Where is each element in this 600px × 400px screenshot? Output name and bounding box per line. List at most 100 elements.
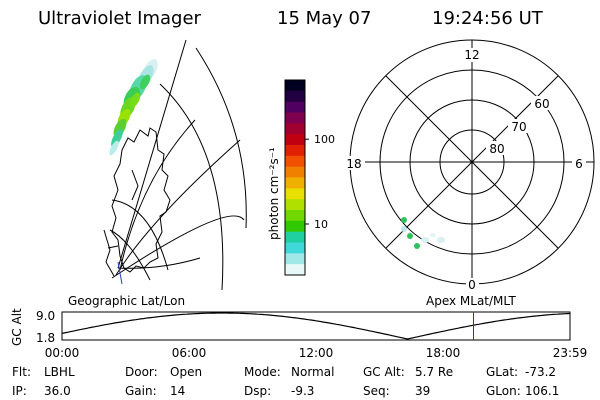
- colorbar-cell: [285, 90, 305, 103]
- mlat-label-80: 80: [489, 142, 504, 156]
- orbit-axis-label: GC Alt: [10, 308, 24, 346]
- orbit-time-label: 00:00: [45, 346, 80, 360]
- orbit-ytick-max: 9.0: [36, 309, 55, 323]
- meridian-line: [115, 139, 241, 276]
- colorbar-cell: [285, 242, 305, 254]
- aurora-spot: [401, 217, 407, 223]
- polar-label: Apex MLat/MLT: [426, 294, 516, 308]
- colorbar-cell: [285, 145, 305, 157]
- orbit-ytick-min: 1.8: [36, 331, 55, 345]
- latitude-arc: [111, 199, 169, 271]
- instrument-status: Flt: LBHL Door: Open Mode: Normal GC Alt: 5.7 R…: [12, 365, 559, 398]
- aurora-blob: [109, 140, 119, 156]
- status-value: 39: [415, 384, 430, 398]
- colorbar-gradient: [285, 80, 305, 276]
- meridian-line: [111, 215, 245, 279]
- aurora-spot: [414, 243, 420, 249]
- aurora-spot: [421, 237, 429, 243]
- orbit-time-label: 23:59: [553, 346, 588, 360]
- colorbar-cell: [285, 80, 305, 92]
- colorbar-tick-label: 10: [314, 218, 328, 231]
- status-value: -73.2: [525, 365, 556, 379]
- aurora-spot: [430, 233, 436, 237]
- orbit-time-ticks: 00:00 06:00 12:00 18:00 23:59: [45, 346, 588, 360]
- geographic-label: Geographic Lat/Lon: [68, 294, 185, 308]
- status-value: Open: [170, 365, 202, 379]
- polar-diagonal: [385, 75, 559, 249]
- colorbar-cell: [285, 231, 305, 244]
- latitude-arc: [119, 119, 196, 271]
- colorbar-cell: [285, 177, 305, 189]
- status-value: 36.0: [44, 384, 71, 398]
- aurora-spot: [401, 226, 407, 232]
- colorbar-cell: [285, 112, 305, 124]
- colorbar-cell: [285, 220, 305, 233]
- status-value: 106.1: [525, 384, 559, 398]
- mlt-label-18: 18: [346, 157, 361, 171]
- orbit-altitude-plot: GC Alt 9.0 1.8 00:00 06:00 12:00 18:00 23:59: [10, 308, 587, 360]
- status-key: Mode:: [244, 365, 281, 379]
- latitude-arc: [195, 47, 247, 229]
- mlt-label-12: 12: [464, 48, 479, 62]
- colorbar-cell: [285, 155, 305, 168]
- altitude-curve: [61, 312, 571, 340]
- status-value: 14: [170, 384, 185, 398]
- aurora-spot: [407, 233, 413, 239]
- meridian-line: [117, 39, 187, 269]
- status-key: Seq:: [363, 384, 390, 398]
- mlt-label-6: 6: [575, 157, 583, 171]
- meridian-blue: [117, 261, 123, 285]
- colorbar-cell: [285, 253, 305, 265]
- latitude-arc: [109, 229, 151, 281]
- orbit-time-label: 18:00: [426, 346, 461, 360]
- polar-mlat-mlt-plot: [349, 39, 595, 285]
- mlat-label-60: 60: [534, 97, 549, 111]
- coastline: [111, 127, 171, 273]
- colorbar-cell: [285, 134, 305, 146]
- status-key: Gain:: [125, 384, 157, 398]
- aurora-spot: [437, 237, 445, 243]
- colorbar-cell: [285, 123, 305, 135]
- status-value: -9.3: [291, 384, 314, 398]
- colorbar: 100 10 photon cm⁻²s⁻¹: [267, 79, 335, 276]
- status-key: Dsp:: [244, 384, 271, 398]
- status-key: Flt:: [12, 365, 31, 379]
- colorbar-tick-label: 100: [314, 133, 335, 146]
- aurora-emission-polar: [401, 217, 445, 249]
- orbit-plot-frame: [61, 311, 571, 341]
- status-key: Door:: [125, 365, 158, 379]
- aurora-emission: [109, 59, 158, 156]
- aurora-blob: [111, 128, 123, 148]
- status-value: Normal: [291, 365, 334, 379]
- latitude-arc: [117, 257, 201, 269]
- orbit-time-label: 06:00: [172, 346, 207, 360]
- status-key: GLon:: [486, 384, 521, 398]
- geographic-map: Geographic Lat/Lon: [68, 39, 247, 308]
- image-date: 15 May 07: [277, 8, 371, 29]
- colorbar-cell: [285, 199, 305, 211]
- status-value: 5.7 Re: [415, 365, 453, 379]
- image-time: 19:24:56 UT: [432, 8, 544, 29]
- colorbar-cell: [285, 264, 305, 276]
- status-key: IP:: [12, 384, 27, 398]
- colorbar-unit-label: photon cm⁻²s⁻¹: [267, 147, 281, 240]
- status-key: GLat:: [486, 365, 518, 379]
- mlt-label-0: 0: [468, 278, 476, 292]
- status-value: LBHL: [44, 365, 75, 379]
- aurora-blob: [129, 92, 141, 108]
- orbit-time-label: 12:00: [299, 346, 334, 360]
- aurora-blob: [139, 74, 151, 90]
- colorbar-cell: [285, 166, 305, 179]
- colorbar-frame: [284, 79, 306, 276]
- instrument-title: Ultraviolet Imager: [38, 8, 202, 29]
- colorbar-cell: [285, 101, 305, 114]
- colorbar-ticks: 100 10: [305, 133, 335, 231]
- status-key: GC Alt:: [363, 365, 405, 379]
- colorbar-cell: [285, 210, 305, 222]
- coastline-detail: [103, 169, 139, 277]
- map-grid-lines: [109, 39, 247, 291]
- latitude-arc: [159, 83, 224, 291]
- colorbar-cell: [285, 188, 305, 200]
